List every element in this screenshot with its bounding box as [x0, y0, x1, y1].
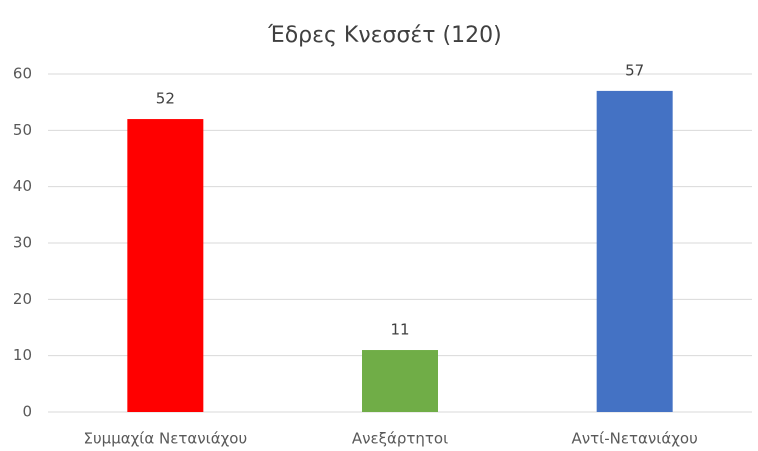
bar [596, 90, 673, 413]
bar [127, 119, 204, 413]
y-tick-label: 10 [13, 346, 32, 364]
y-tick-label: 60 [13, 65, 32, 83]
chart-title: Έδρες Κνεσσέτ (120) [267, 23, 501, 48]
y-tick-label: 20 [13, 290, 32, 308]
y-tick-label: 30 [13, 234, 32, 252]
x-tick-label: Συμμαχία Νετανιάχου [84, 430, 248, 448]
x-tick-label: Ανεξάρτητοι [352, 430, 448, 448]
y-tick-label: 40 [13, 177, 32, 195]
x-tick-label: Αντί-Νετανιάχου [572, 430, 698, 448]
bar [362, 350, 438, 412]
data-label: 57 [625, 61, 644, 79]
y-tick-label: 50 [13, 121, 32, 139]
data-label: 11 [390, 321, 409, 339]
data-label: 52 [156, 90, 175, 108]
y-tick-label: 0 [22, 403, 32, 421]
